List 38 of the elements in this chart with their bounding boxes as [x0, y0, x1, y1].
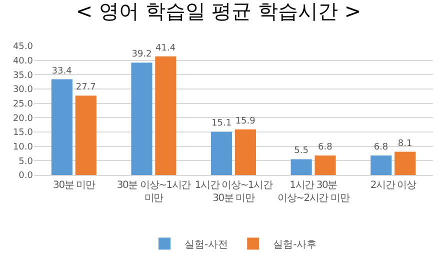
y-tick-label: 0.0	[18, 171, 34, 182]
data-label: 27.7	[76, 82, 96, 93]
y-tick-label: 20.0	[12, 114, 34, 124]
x-tick-label: 2시간 이상	[370, 180, 416, 191]
bar	[314, 156, 336, 175]
y-tick-label: 45.0	[12, 42, 34, 52]
bar	[51, 79, 72, 175]
data-label: 33.4	[52, 66, 72, 76]
y-tick-label: 40.0	[12, 56, 34, 66]
bar	[234, 129, 256, 175]
x-tick-label: 30분 이상~1시간 미만	[116, 180, 192, 204]
data-label: 5.5	[294, 146, 308, 156]
data-label: 15.1	[212, 118, 232, 129]
data-label: 41.4	[156, 43, 176, 54]
y-tick-label: 30.0	[12, 85, 34, 96]
bar	[394, 152, 416, 175]
bar	[211, 132, 232, 175]
data-label: 8.1	[398, 138, 412, 149]
chart-title: < 영어 학습일 평균 학습시간 >	[76, 0, 362, 23]
x-tick-label: 1시간 30분 이상~2시간 미만	[277, 180, 350, 204]
x-tick-label: 1시간 이상~1시간 30분 미만	[194, 180, 273, 204]
legend-label: 실험-사후	[273, 240, 317, 251]
legend-label: 실험-사전	[184, 240, 228, 251]
bar	[370, 156, 392, 175]
x-tick-label: 30분 미만	[53, 180, 96, 191]
bar	[155, 56, 176, 175]
bar	[290, 159, 312, 175]
y-tick-label: 10.0	[12, 142, 34, 152]
bar	[131, 62, 152, 175]
data-label: 15.9	[235, 116, 256, 126]
data-label: 6.8	[318, 142, 333, 153]
y-tick-label: 25.0	[12, 99, 34, 110]
y-tick-label: 35.0	[12, 70, 34, 81]
data-label: 6.8	[374, 142, 388, 153]
y-tick-label: 5.0	[18, 156, 34, 167]
y-tick-label: 15.0	[12, 128, 34, 138]
bar	[75, 96, 96, 175]
data-label: 39.2	[132, 50, 152, 60]
